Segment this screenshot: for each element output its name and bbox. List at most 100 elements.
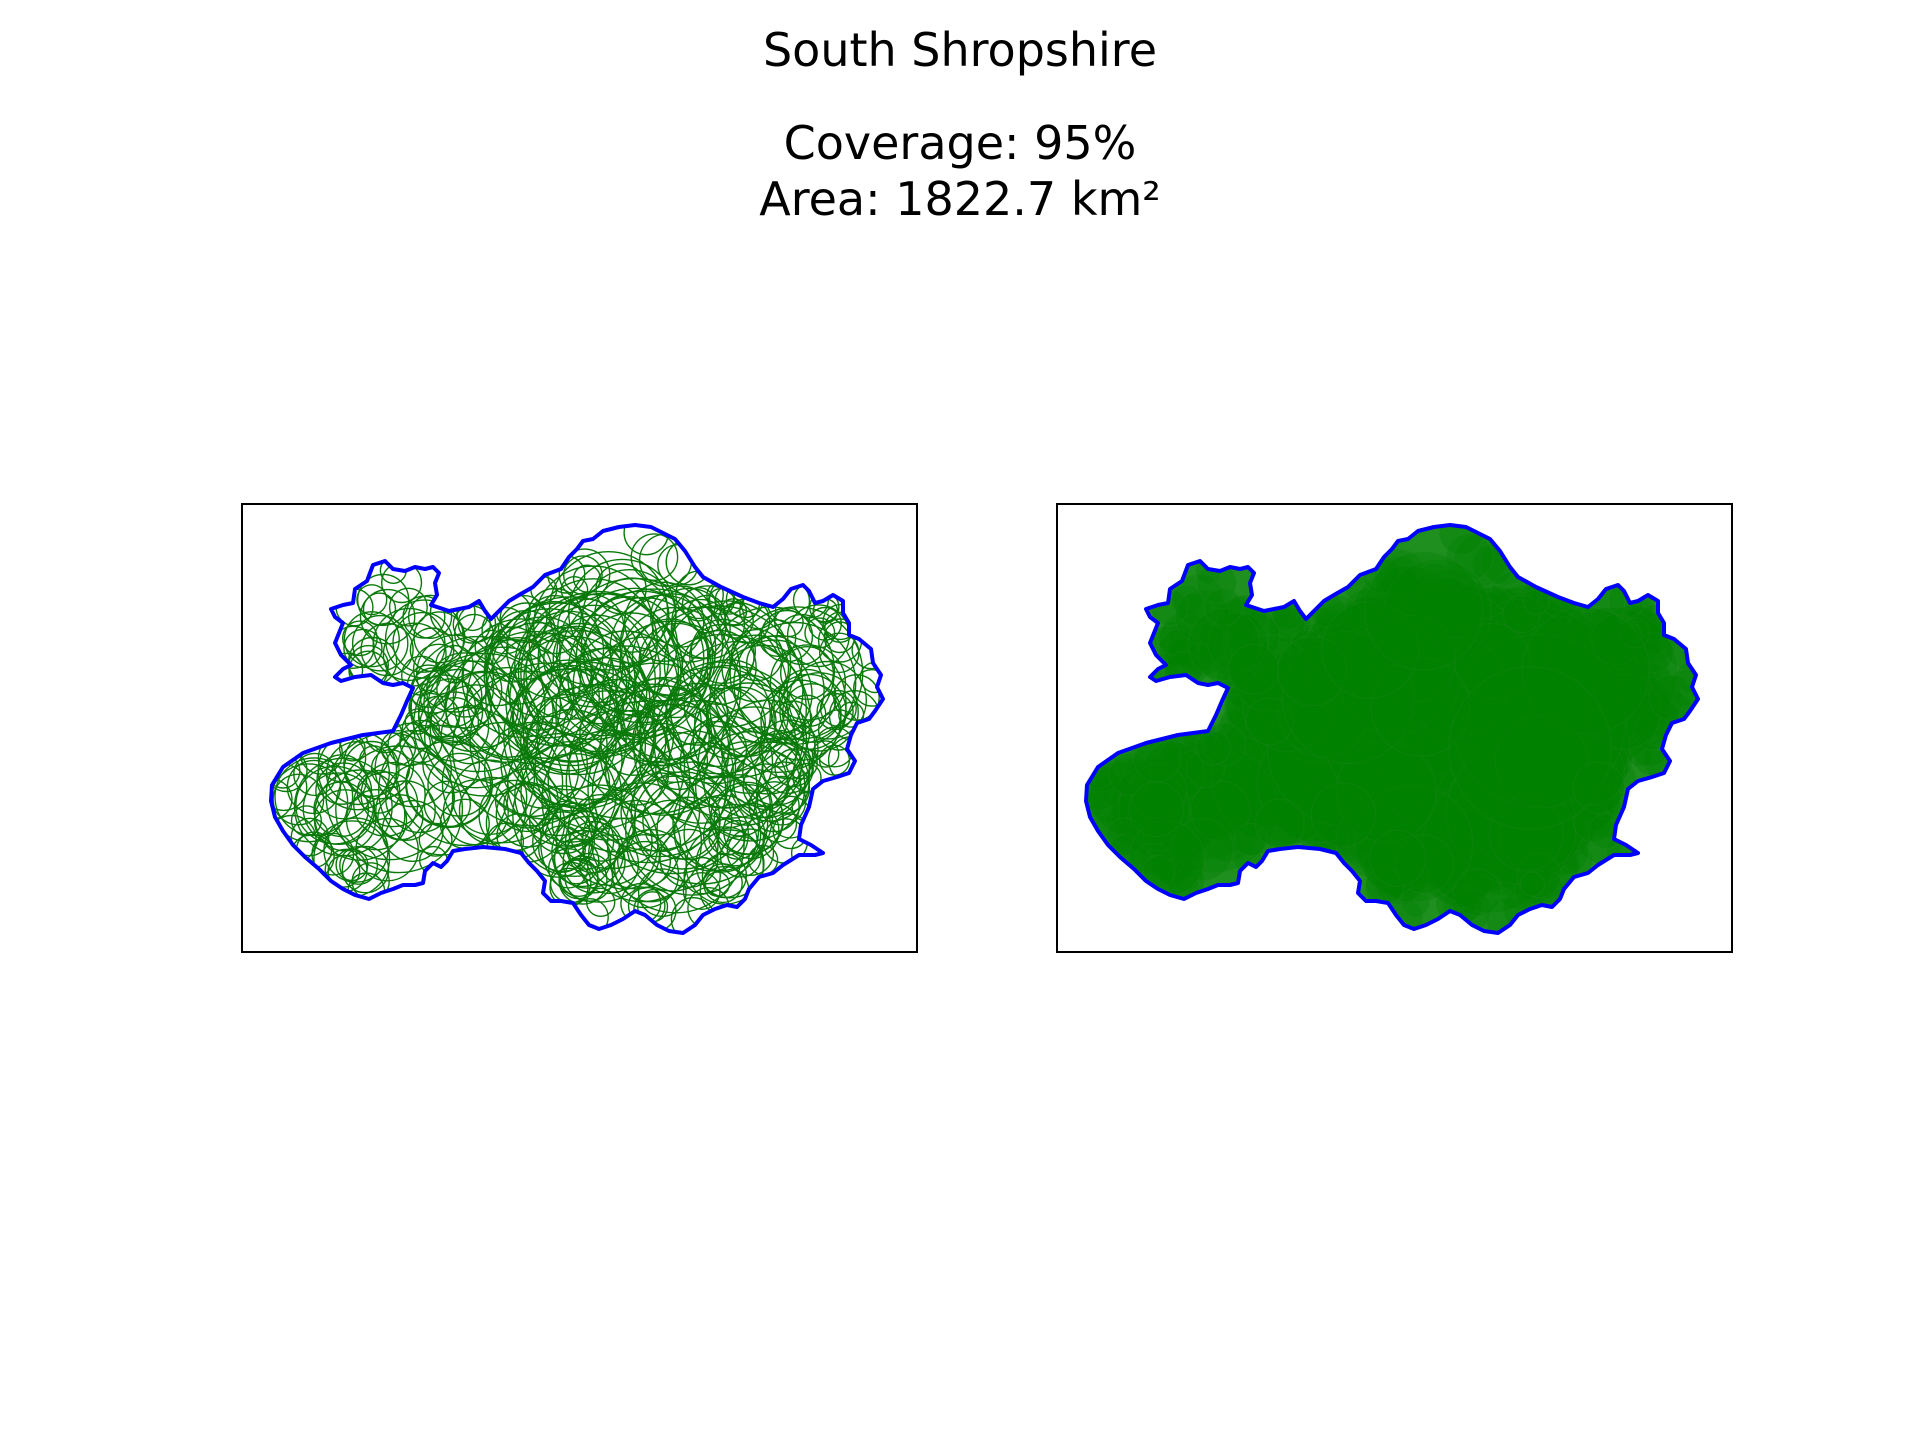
- coverage-circle: [1422, 775, 1560, 914]
- coverage-circle: [1329, 610, 1439, 720]
- coverage-circle: [1128, 781, 1184, 837]
- coverage-circle: [1301, 602, 1445, 747]
- coverage-circle: [634, 605, 804, 775]
- coverage-circle: [555, 656, 656, 757]
- coverage-circle: [1174, 745, 1204, 775]
- coverage-circle: [1260, 646, 1376, 763]
- coverage-circle: [1171, 770, 1216, 814]
- coverage-circle: [430, 696, 480, 746]
- coverage-circle: [1315, 721, 1403, 809]
- coverage-circle: [1496, 629, 1572, 705]
- coverage-circle: [427, 660, 520, 753]
- coverage-circle: [1207, 612, 1269, 673]
- coverage-circle: [1327, 659, 1440, 772]
- coverage-circle: [1314, 595, 1363, 643]
- coverage-circle: [1600, 747, 1633, 780]
- coverage-circle: [1518, 741, 1603, 826]
- coverage-circle: [1510, 731, 1621, 842]
- coverage-circle: [1575, 679, 1657, 761]
- coverage-circle: [1454, 699, 1528, 773]
- coverage-circle: [1196, 800, 1259, 862]
- coverage-circle: [1363, 848, 1404, 889]
- coverage-circle: [1448, 666, 1612, 830]
- coverage-circle: [461, 635, 533, 707]
- coverage-circle: [392, 611, 454, 673]
- coverage-circle: [1435, 772, 1515, 852]
- coverage-circle: [1394, 662, 1546, 815]
- coverage-circle: [1523, 818, 1561, 856]
- coverage-circle: [1289, 629, 1324, 664]
- coverage-circle: [633, 666, 798, 831]
- coverage-circle: [1233, 695, 1275, 738]
- coverage-circle: [1374, 587, 1526, 740]
- coverage-circle: [388, 587, 428, 627]
- coverage-circle: [422, 735, 481, 794]
- coverage-circle: [444, 646, 562, 763]
- coverage-circle: [1340, 604, 1476, 740]
- coverage-circle: [1318, 781, 1366, 829]
- coverage-circle: [540, 784, 659, 903]
- coverage-circle: [708, 634, 847, 774]
- coverage-circle: [1138, 817, 1204, 883]
- coverage-circle: [380, 729, 417, 766]
- coverage-circle: [1589, 748, 1628, 787]
- coverage-circle: [1474, 828, 1534, 888]
- coverage-circle: [1238, 669, 1307, 738]
- coverage-circle: [1523, 774, 1586, 837]
- coverage-circle: [1335, 709, 1438, 812]
- coverage-circle: [1171, 584, 1203, 616]
- coverage-circle: [1193, 724, 1324, 856]
- coverage-circle: [1190, 780, 1251, 841]
- coverage-circle: [1178, 592, 1211, 626]
- coverage-circle: [1251, 659, 1309, 718]
- coverage-circle: [532, 565, 654, 686]
- coverage-circle: [1602, 694, 1642, 734]
- coverage-circle: [757, 761, 811, 815]
- coverage-circle: [1332, 591, 1494, 752]
- coverage-circle: [1603, 661, 1682, 740]
- map-panel-outline-circles: [241, 503, 918, 953]
- coverage-circle: [1416, 620, 1557, 761]
- coverage-circle: [1129, 789, 1191, 852]
- coverage-circle: [553, 838, 600, 885]
- coverage-circle: [1494, 715, 1588, 809]
- coverage-circle: [833, 674, 880, 721]
- figure-stats: Coverage: 95% Area: 1822.7 km²: [0, 115, 1920, 227]
- coverage-circle: [1310, 768, 1374, 832]
- coverage-circle: [1323, 661, 1472, 809]
- coverage-circle: [1216, 710, 1255, 749]
- coverage-circle: [1202, 722, 1247, 767]
- coverage-circle: [1197, 622, 1262, 687]
- coverage-circle: [617, 834, 672, 889]
- coverage-circle: [683, 856, 722, 895]
- coverage-circle: [1341, 685, 1461, 805]
- coverage-circle: [624, 581, 705, 663]
- coverage-circle: [816, 692, 854, 731]
- coverage-circle: [1241, 652, 1318, 729]
- coverage-circle: [1256, 722, 1379, 844]
- coverage-circle: [1451, 633, 1627, 809]
- coverage-label: Coverage: 95%: [783, 116, 1137, 170]
- coverage-circle: [1255, 705, 1315, 765]
- coverage-circle: [1250, 645, 1289, 684]
- coverage-circle: [1407, 722, 1542, 858]
- coverage-circle: [1109, 757, 1208, 857]
- coverage-circle: [1557, 737, 1626, 806]
- coverage-circle: [1449, 605, 1619, 775]
- coverage-circle: [562, 555, 603, 595]
- coverage-circle: [272, 773, 325, 826]
- coverage-circles-outline: [271, 525, 883, 933]
- coverage-circle: [1267, 670, 1423, 827]
- coverage-circle: [495, 781, 562, 848]
- coverage-circle: [1489, 796, 1564, 872]
- coverage-circle: [1254, 798, 1305, 849]
- coverage-circle: [630, 741, 774, 885]
- coverage-circle: [1087, 773, 1140, 826]
- coverage-circle: [1312, 602, 1371, 661]
- coverage-circle: [1457, 781, 1536, 860]
- coverage-circle: [721, 726, 803, 808]
- coverage-circle: [1158, 741, 1215, 797]
- coverage-circle: [1498, 659, 1590, 751]
- coverage-circle: [1512, 706, 1626, 819]
- coverage-circle: [1445, 533, 1494, 581]
